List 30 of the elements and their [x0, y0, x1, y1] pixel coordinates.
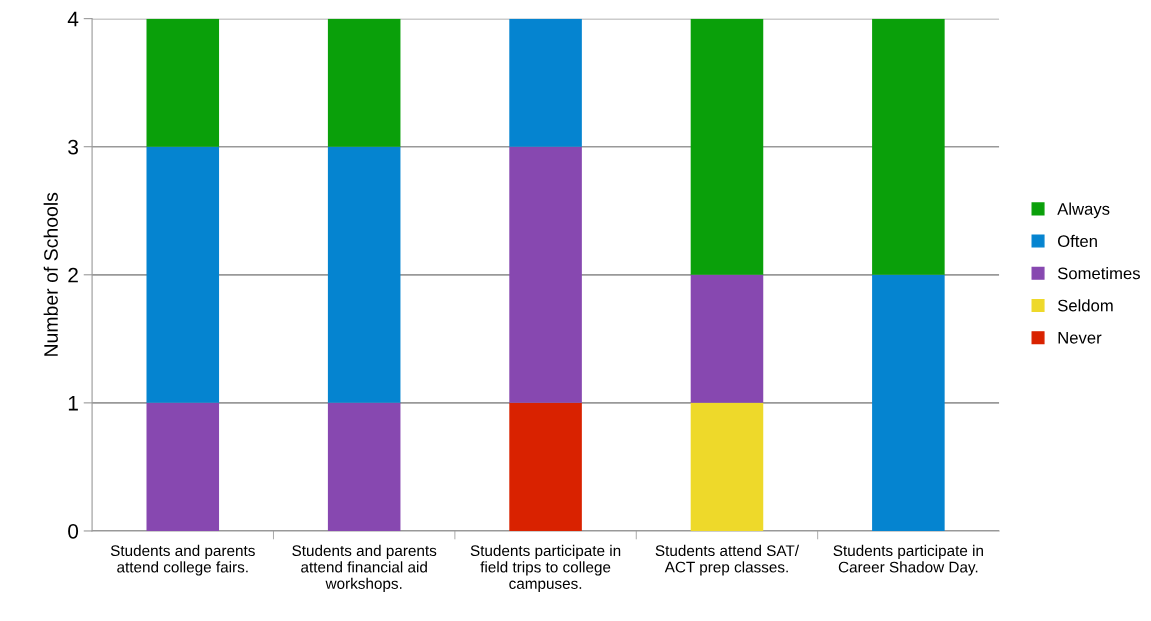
legend-label: Often — [1058, 234, 1097, 248]
y-tick-label: 1 — [68, 396, 78, 411]
bar — [146, 18, 220, 147]
bar — [872, 274, 945, 531]
legend-label: Never — [1058, 332, 1102, 344]
bar — [146, 402, 220, 531]
bar — [690, 402, 764, 531]
bar — [509, 18, 582, 147]
x-tick-label: Students participate in field trips to college campuses. — [470, 544, 621, 592]
legend-label: Sometimes — [1057, 267, 1140, 280]
legend-label: Always — [1057, 202, 1110, 219]
x-tick-label: Students and parents attend college fairs. — [110, 544, 255, 576]
bar — [690, 274, 764, 403]
x-tick-label: Students and parents attend financial aid workshops. — [292, 544, 437, 592]
y-tick-label: 2 — [68, 267, 78, 283]
bar — [690, 18, 764, 275]
x-tick-label: Students attend SAT/ ACT prep classes. — [655, 544, 800, 576]
bar — [327, 402, 401, 531]
bar — [509, 402, 582, 531]
y-tick-label: 4 — [67, 11, 79, 27]
legend-label: Seldom — [1057, 299, 1113, 312]
bar — [327, 18, 401, 147]
bar — [509, 146, 582, 403]
bar — [872, 18, 945, 275]
y-tick-label: 0 — [68, 523, 79, 539]
y-axis-title: Number of Schools — [43, 192, 58, 356]
bar — [327, 146, 401, 403]
bar — [146, 146, 220, 403]
x-tick-label: Students participate in Career Shadow Day. — [833, 544, 983, 576]
y-tick-label: 3 — [68, 139, 78, 155]
